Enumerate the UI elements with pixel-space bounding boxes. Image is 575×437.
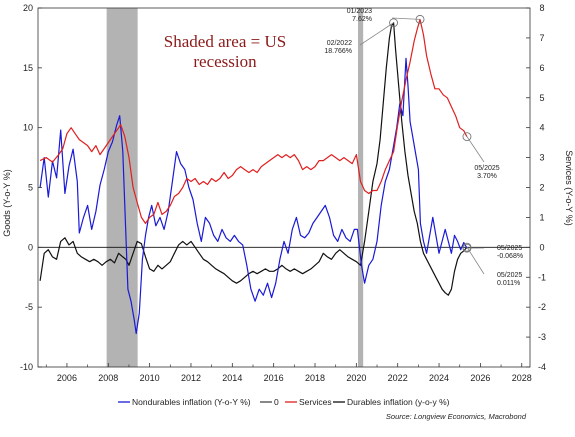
annotation-label-0: 7.62% (352, 16, 372, 23)
annotations-group: 01/20237.62%02/202218.766%05/20253.70%05… (324, 8, 523, 287)
right-tick-label: 3 (539, 153, 544, 163)
right-tick-label: 8 (539, 3, 544, 13)
right-tick-label: -1 (538, 272, 546, 282)
left-tick-label: -5 (25, 302, 33, 312)
x-tick-label: 2024 (429, 373, 449, 383)
annotation-label-4: 0.011% (497, 280, 520, 287)
annotation-label-2: 3.70% (477, 173, 497, 180)
right-tick-label: 7 (539, 33, 544, 43)
x-tick-label: 2018 (305, 373, 325, 383)
right-tick-label: -2 (538, 302, 546, 312)
x-tick-label: 2006 (57, 373, 77, 383)
annotation-label-3: -0.068% (497, 253, 523, 260)
left-tick-label: -10 (20, 362, 33, 372)
left-tick-label: 15 (23, 63, 33, 73)
x-tick-label: 2010 (140, 373, 160, 383)
left-tick-label: 10 (23, 123, 33, 133)
recession-note-line-2: recession (193, 52, 257, 71)
annotation-label-0: 01/2023 (347, 8, 372, 15)
annotation-label-1: 18.766% (324, 48, 352, 55)
right-tick-label: -4 (538, 362, 546, 372)
source-note: Source: Longview Economics, Macrobond (386, 412, 527, 421)
left-tick-label: 0 (28, 242, 33, 252)
right-tick-label: 5 (539, 93, 544, 103)
x-tick-label: 2014 (222, 373, 242, 383)
right-tick-label: 1 (539, 212, 544, 222)
legend-label-nondurables: Nondurables inflation (Y-o-Y %) (132, 397, 251, 407)
x-tick-label: 2008 (98, 373, 118, 383)
x-tick-label: 2020 (346, 373, 366, 383)
x-tick-label: 2028 (512, 373, 532, 383)
x-tick-label: 2012 (181, 373, 201, 383)
annotation-leader-2 (467, 137, 484, 162)
x-tick-label: 2026 (470, 373, 490, 383)
right-tick-label: 6 (539, 63, 544, 73)
annotation-label-4: 05/2025 (497, 272, 522, 279)
right-tick-label: 0 (539, 242, 544, 252)
legend-label-durables: Durables inflation (y-o-y %) (347, 397, 450, 407)
left-axis-title: Goods (Y-o-Y %) (2, 169, 12, 237)
x-tick-label: 2016 (264, 373, 284, 383)
series-line-0 (40, 58, 467, 333)
legend-label-zero: 0 (274, 397, 279, 407)
right-axis-title: Services (Y-o-Y %) (564, 150, 574, 226)
annotation-leader-4 (467, 247, 484, 274)
right-tick-label: -3 (538, 332, 546, 342)
x-tick-label: 2022 (388, 373, 408, 383)
recession-band-1 (358, 8, 363, 367)
right-tick-label: 4 (539, 123, 544, 133)
annotation-label-1: 02/2022 (327, 40, 352, 47)
recession-note-line-1: Shaded area = US (164, 32, 286, 51)
legend-label-services: Services (299, 397, 332, 407)
left-tick-label: 5 (28, 183, 33, 193)
legend: Nondurables inflation (Y-o-Y %) 0 Servic… (118, 397, 450, 407)
annotation-label-3: 05/2025 (497, 245, 522, 252)
annotation-label-2: 05/2025 (474, 165, 499, 172)
left-tick-label: 20 (23, 3, 33, 13)
right-tick-label: 2 (539, 183, 544, 193)
